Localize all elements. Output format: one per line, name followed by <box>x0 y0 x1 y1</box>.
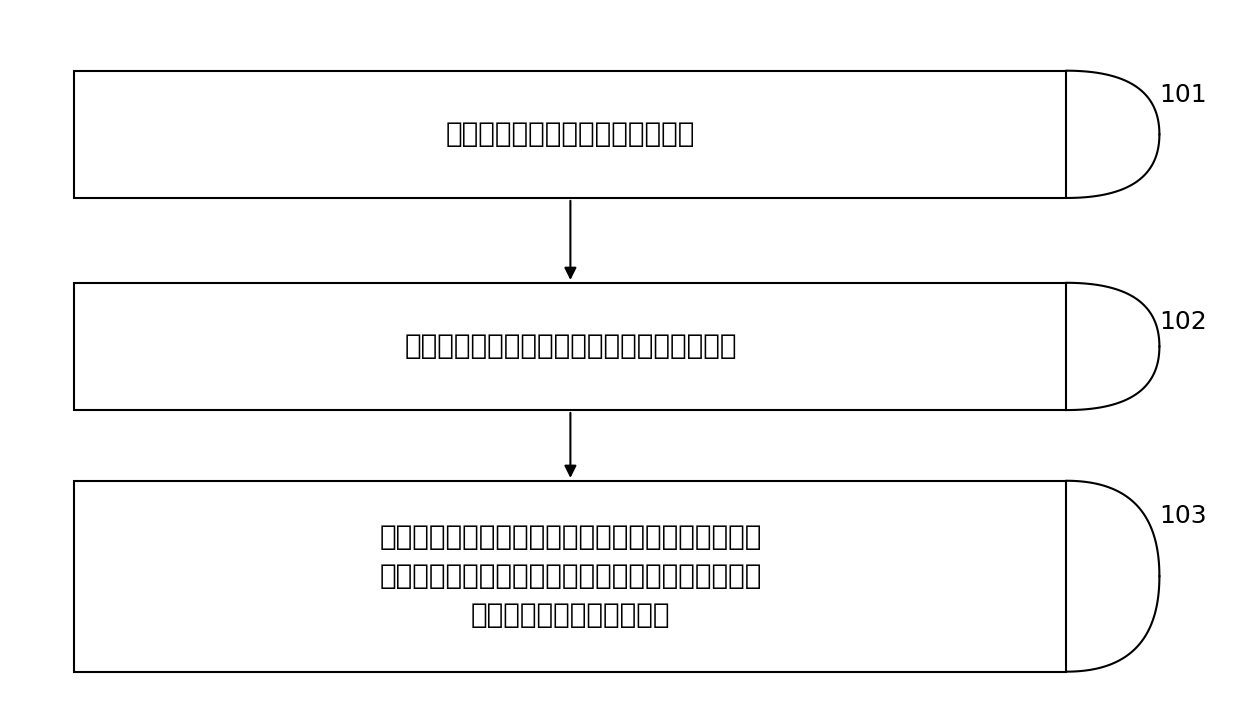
Text: 101: 101 <box>1159 83 1207 107</box>
FancyBboxPatch shape <box>74 71 1066 198</box>
Text: 对物体与空间模型内的碰撞对象进行碰撞检测: 对物体与空间模型内的碰撞对象进行碰撞检测 <box>404 332 737 361</box>
Text: 102: 102 <box>1159 310 1208 334</box>
FancyBboxPatch shape <box>74 283 1066 410</box>
Text: 103: 103 <box>1159 504 1207 528</box>
FancyBboxPatch shape <box>74 481 1066 672</box>
Text: 根据物体的碰撞敏感度、碰撞对象的碰撞敏感度确定
相应碰撞检测的结果所对应的机器人操作该物体所形
成的机器人的运动规划方案: 根据物体的碰撞敏感度、碰撞对象的碰撞敏感度确定 相应碰撞检测的结果所对应的机器人… <box>379 523 761 629</box>
Text: 加载物体所在现实场景的空间模型: 加载物体所在现实场景的空间模型 <box>445 120 696 148</box>
